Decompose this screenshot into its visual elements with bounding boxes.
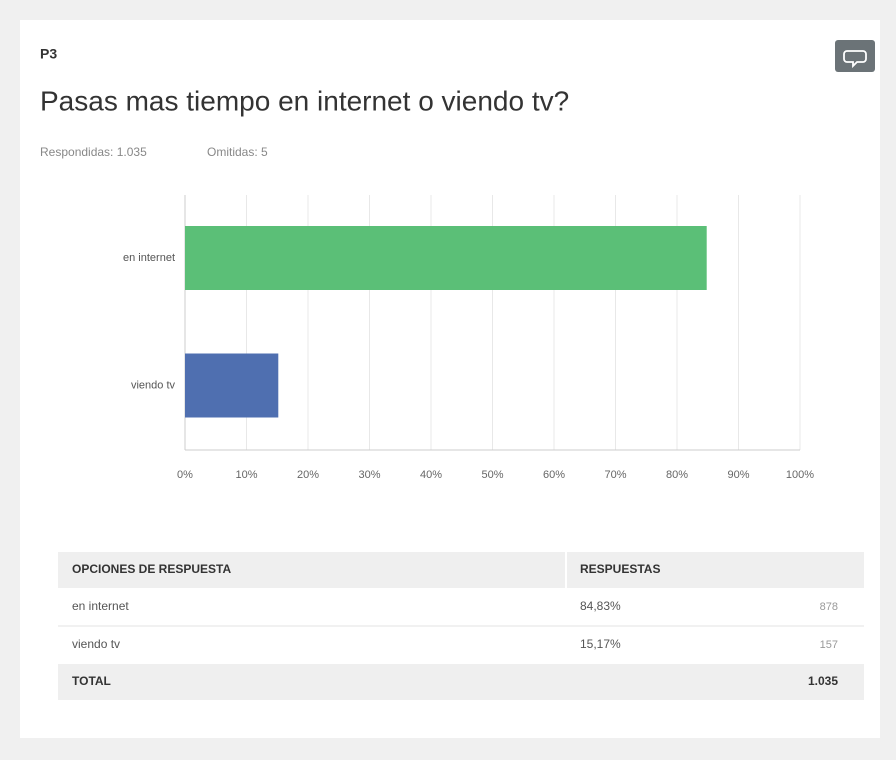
table-total-cell: 1.035 [808, 674, 838, 688]
table-cell: en internet [72, 599, 129, 613]
table-cell: 15,17% [580, 637, 621, 651]
x-tick-label: 30% [358, 469, 380, 481]
table-cell: 84,83% [580, 599, 621, 613]
table-header [58, 552, 864, 588]
table-total-row [58, 664, 864, 700]
answered-count: Respondidas: 1.035 [40, 145, 147, 159]
comment-icon [843, 50, 867, 69]
bar [185, 226, 707, 290]
question-number: P3 [40, 46, 57, 62]
x-tick-label: 50% [481, 469, 503, 481]
table-total-cell: TOTAL [72, 674, 111, 688]
y-tick-label: viendo tv [131, 379, 176, 391]
skipped-count: Omitidas: 5 [207, 145, 268, 159]
x-tick-label: 90% [727, 469, 749, 481]
x-tick-label: 10% [235, 469, 257, 481]
table-cell: 157 [820, 639, 838, 651]
table-cell: 878 [820, 601, 838, 613]
x-tick-label: 80% [666, 469, 688, 481]
y-tick-label: en internet [123, 252, 175, 264]
x-tick-label: 40% [420, 469, 442, 481]
table-cell: viendo tv [72, 637, 120, 651]
x-tick-label: 60% [543, 469, 565, 481]
comment-button[interactable] [835, 40, 875, 72]
table-header-cell: OPCIONES DE RESPUESTA [72, 562, 231, 576]
x-tick-label: 0% [177, 469, 193, 481]
table-header-cell: RESPUESTAS [580, 562, 660, 576]
question-card [20, 20, 880, 738]
x-tick-label: 100% [786, 469, 814, 481]
x-tick-label: 70% [604, 469, 626, 481]
bar [185, 353, 279, 418]
x-tick-label: 20% [297, 469, 319, 481]
question-title: Pasas mas tiempo en internet o viendo tv… [40, 85, 569, 116]
